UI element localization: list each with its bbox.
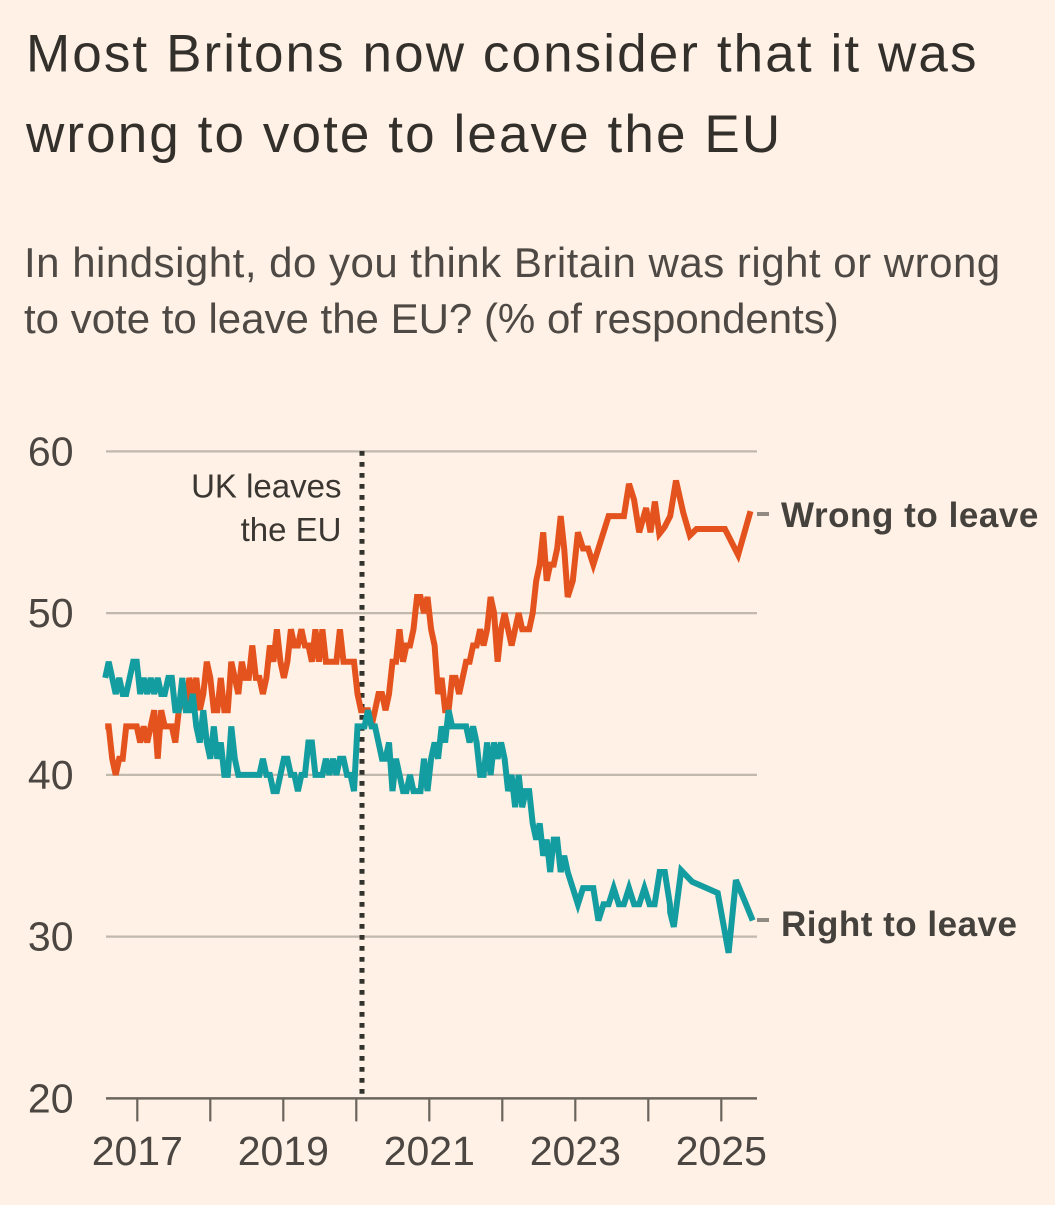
svg-text:2021: 2021 (384, 1128, 475, 1174)
svg-text:the EU: the EU (241, 511, 342, 548)
svg-text:UK leaves: UK leaves (191, 468, 341, 505)
svg-text:Wrong to leave: Wrong to leave (781, 496, 1039, 535)
svg-text:Most Britons now consider that: Most Britons now consider that it was (26, 25, 979, 84)
svg-text:2019: 2019 (238, 1128, 329, 1174)
svg-text:2025: 2025 (676, 1128, 767, 1174)
svg-text:wrong to vote to leave the EU: wrong to vote to leave the EU (25, 105, 782, 164)
svg-text:50: 50 (28, 590, 74, 636)
svg-text:In hindsight, do you think Bri: In hindsight, do you think Britain was r… (24, 239, 1001, 286)
svg-text:40: 40 (28, 752, 74, 798)
svg-text:30: 30 (28, 914, 74, 960)
svg-text:2017: 2017 (92, 1128, 183, 1174)
svg-text:20: 20 (28, 1075, 74, 1121)
svg-text:to vote to leave the EU? (% of: to vote to leave the EU? (% of responden… (24, 295, 839, 342)
svg-text:2023: 2023 (530, 1128, 621, 1174)
svg-text:60: 60 (28, 428, 74, 474)
svg-text:Right to leave: Right to leave (781, 905, 1017, 944)
